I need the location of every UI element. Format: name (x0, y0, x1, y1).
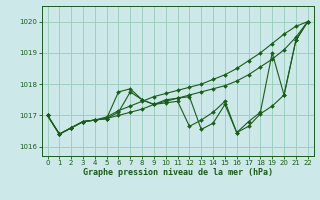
X-axis label: Graphe pression niveau de la mer (hPa): Graphe pression niveau de la mer (hPa) (83, 168, 273, 177)
